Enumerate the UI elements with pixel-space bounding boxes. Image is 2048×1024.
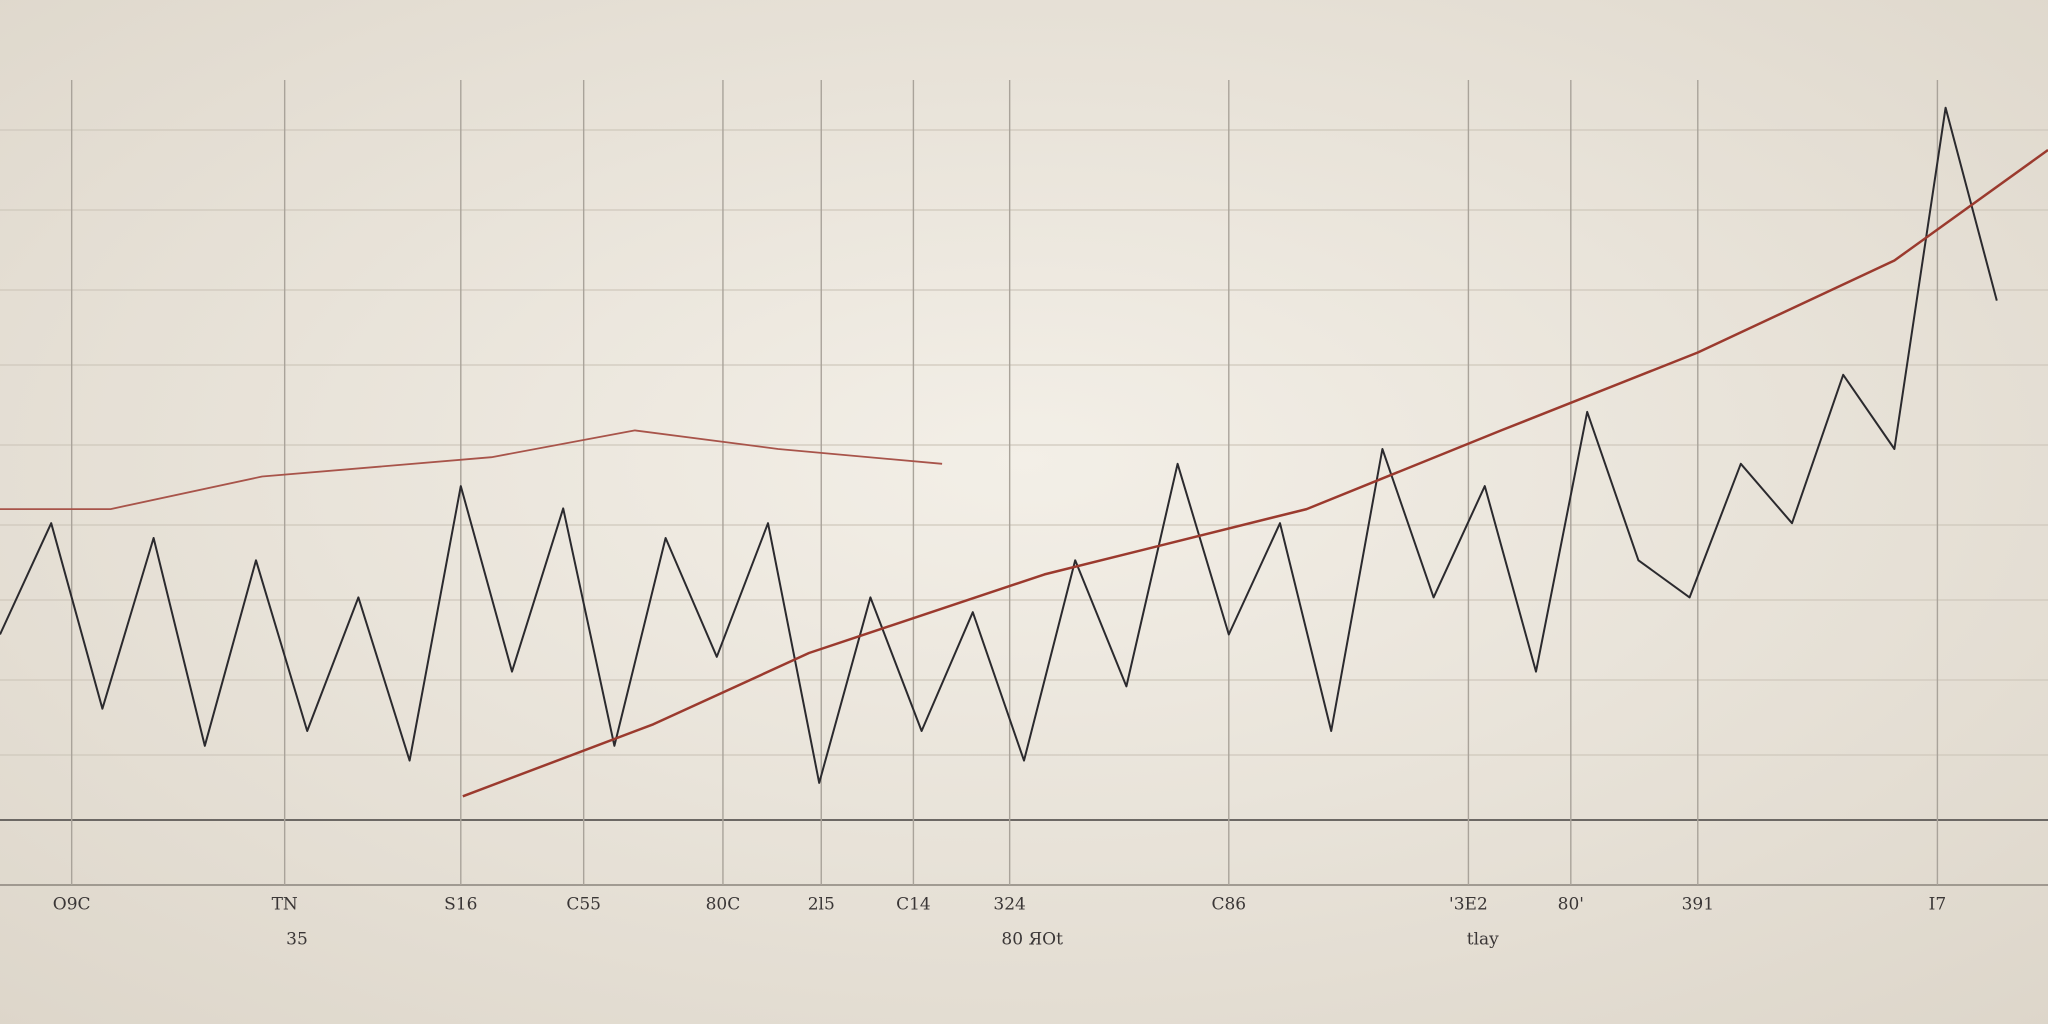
x-tick-label: O9C [53,895,91,915]
series-line [0,429,943,510]
x-tick-label: 391 [1682,895,1714,915]
x-tick-label: S16 [444,895,477,915]
x-tick-label-secondary: tlay [1467,930,1499,950]
series-line [0,106,1998,784]
x-tick-label: 80C [706,895,741,915]
series-line [462,148,2048,798]
x-tick-label: '3E2 [1449,895,1488,915]
horizontal-rules [0,129,2048,756]
x-tick-label: C14 [896,895,931,915]
x-tick-label: 324 [993,895,1025,915]
x-tick-label: 80' [1558,895,1584,915]
x-tick-label-secondary: 35 [286,930,308,950]
x-tick-label-secondary: 80 ЯОt [1001,930,1063,950]
x-tick-label: TN [272,895,298,915]
x-tick-label: C86 [1211,895,1246,915]
x-tick-label: I7 [1929,895,1947,915]
x-tick-label: C55 [566,895,601,915]
x-tick-label: 2l5 [808,895,835,915]
